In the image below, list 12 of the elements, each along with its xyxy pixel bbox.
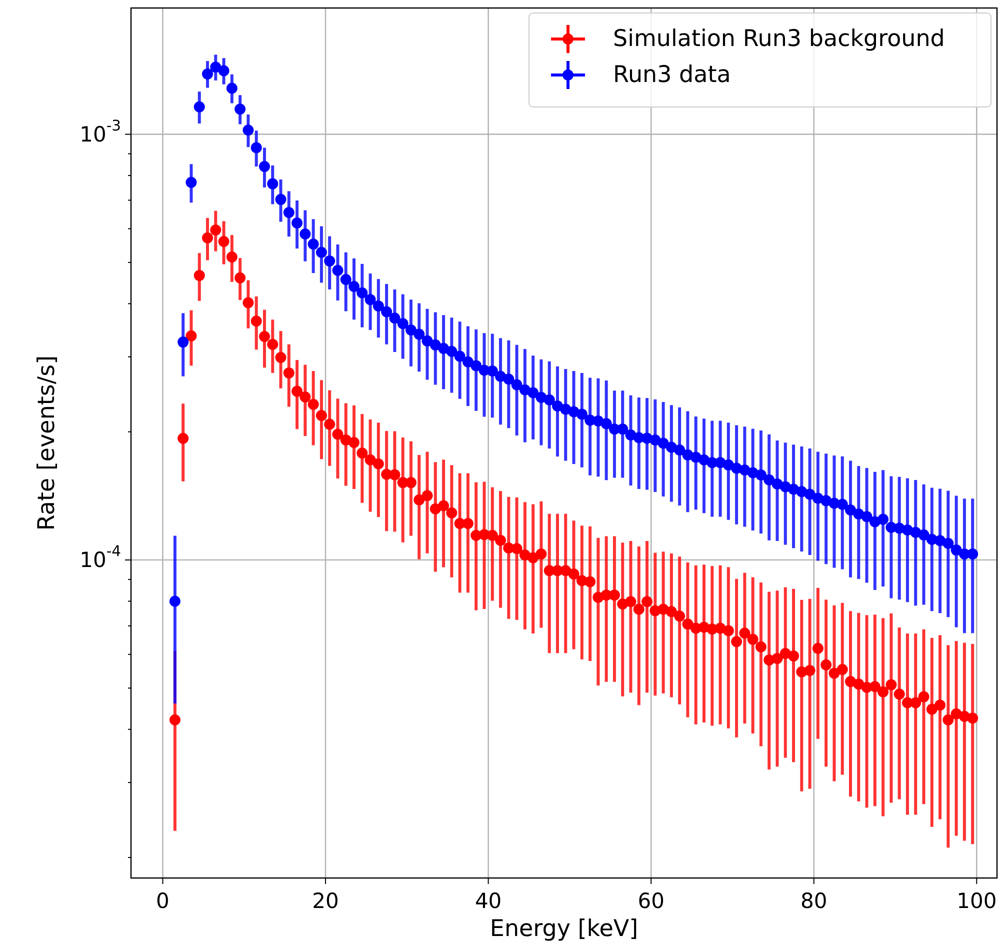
y-axis-title: Rate [events/s] — [34, 355, 60, 531]
legend-label: Run3 data — [613, 62, 731, 88]
x-tick-label: 40 — [474, 889, 502, 913]
x-tick-label: 80 — [800, 889, 828, 913]
x-tick-label: 20 — [312, 889, 339, 913]
y-tick-label: 10$^{-3}$ — [80, 117, 121, 146]
x-tick-label: 0 — [156, 889, 170, 913]
x-axis-title: Energy [keV] — [490, 916, 638, 942]
y-tick-label: 10$^{-4}$ — [80, 542, 121, 572]
x-tick-label: 100 — [956, 889, 997, 913]
x-tick-label: 60 — [638, 889, 664, 913]
legend-label: Simulation Run3 background — [613, 26, 945, 52]
